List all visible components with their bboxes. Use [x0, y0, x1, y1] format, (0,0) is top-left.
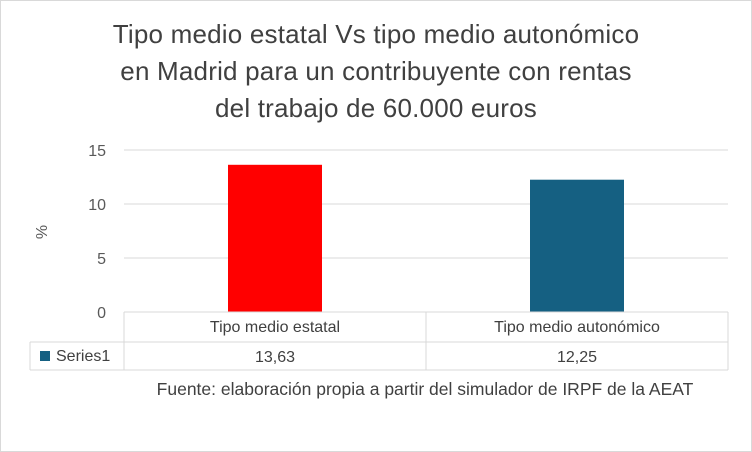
- bar: [530, 179, 624, 312]
- x-category-label: Tipo medio autonómico: [494, 319, 660, 336]
- y-tick-label: 0: [97, 305, 106, 322]
- y-tick-label: 5: [97, 251, 106, 268]
- source-note: Fuente: elaboración propia a partir del …: [156, 379, 694, 399]
- chart-title: Tipo medio estatal Vs tipo medio autonóm…: [112, 19, 640, 123]
- y-tick-label: 15: [88, 143, 106, 160]
- y-tick-label: 10: [88, 197, 106, 214]
- data-value-label: 13,63: [255, 349, 295, 366]
- x-category-label: Tipo medio estatal: [210, 319, 340, 336]
- data-value-label: 12,25: [557, 349, 597, 366]
- bar: [228, 164, 322, 312]
- legend-label: Series1: [56, 348, 110, 365]
- y-axis-label: %: [34, 225, 51, 239]
- legend-key: [40, 351, 50, 361]
